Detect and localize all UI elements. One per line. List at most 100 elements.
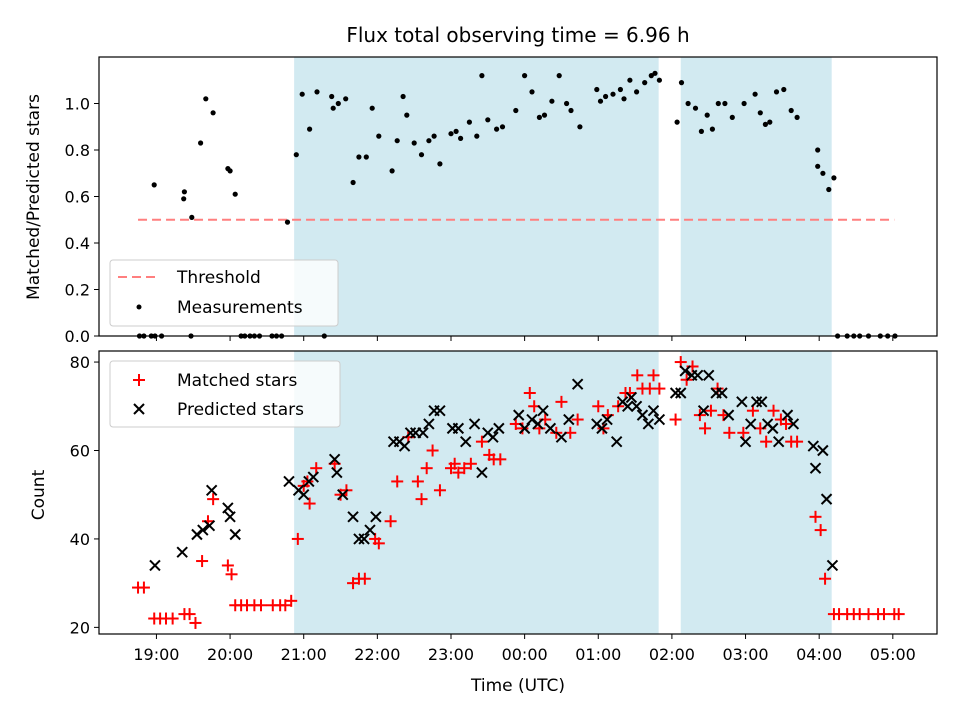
- matched-star-point: [809, 510, 822, 523]
- matched-star-point: [494, 453, 507, 466]
- predicted-star-point: [434, 404, 446, 417]
- predicted-star-point: [739, 435, 752, 448]
- predicted-star-point: [826, 559, 839, 572]
- predicted-star-point: [622, 400, 634, 412]
- matched-star-point: [372, 537, 385, 550]
- bottom-y-tick-label: 20: [70, 618, 90, 637]
- matched-star-point: [767, 404, 780, 417]
- measurement-point: [232, 191, 238, 197]
- measurement-point: [411, 140, 417, 146]
- measurement-point: [741, 100, 747, 107]
- measurement-point: [293, 152, 299, 158]
- measurement-point: [363, 154, 369, 160]
- matched-star-point: [391, 475, 404, 488]
- top-y-tick-label: 0.4: [65, 234, 90, 253]
- predicted-star-point: [679, 365, 691, 377]
- matched-star-point: [699, 422, 712, 435]
- measurement-point: [652, 70, 658, 76]
- measurement-point: [820, 170, 826, 176]
- matched-star-point: [458, 462, 471, 475]
- measurement-point: [634, 89, 640, 95]
- matched-star-point: [426, 444, 439, 457]
- predicted-star-point: [642, 418, 655, 430]
- legend-matched-label: Matched stars: [177, 371, 297, 391]
- chart-title: Flux total observing time = 6.96 h: [346, 23, 689, 47]
- matched-star-point: [631, 369, 644, 382]
- bottom-x-tick-label: 19:00: [133, 645, 179, 664]
- bottom-y-tick-label: 60: [70, 441, 90, 460]
- bottom-x-axis-label: Time (UTC): [470, 676, 565, 696]
- measurement-point: [656, 77, 663, 83]
- predicted-star-point: [636, 409, 649, 421]
- bottom-x-tick-label: 22:00: [354, 645, 400, 664]
- predicted-star-point: [347, 511, 359, 523]
- measurement-point: [189, 214, 195, 220]
- matched-star-point: [723, 426, 736, 439]
- bottom-y-axis-label: Count: [29, 469, 49, 520]
- top-y-tick-label: 1.0: [65, 95, 90, 114]
- predicted-star-point: [820, 493, 833, 505]
- predicted-star-point: [283, 475, 295, 488]
- bottom-x-tick-label: 21:00: [281, 645, 327, 664]
- matched-star-point: [384, 515, 397, 528]
- predicted-star-point: [809, 462, 822, 474]
- matched-star-point: [647, 369, 660, 382]
- predicted-star-point: [767, 422, 779, 435]
- predicted-star-point: [364, 524, 376, 536]
- predicted-star-point: [452, 422, 465, 435]
- bottom-shaded-region-2: [680, 351, 832, 634]
- predicted-star-point: [353, 533, 365, 545]
- predicted-star-point: [398, 440, 411, 452]
- predicted-star-point: [476, 466, 488, 479]
- predicted-star-point: [653, 413, 666, 426]
- measurement-point: [210, 110, 216, 116]
- measurement-point: [389, 168, 395, 174]
- measurement-point: [762, 121, 769, 127]
- matched-star-point: [448, 457, 461, 470]
- bottom-x-tick-label: 20:00: [207, 645, 253, 664]
- measurement-point: [494, 126, 500, 132]
- top-y-tick-label: 0.6: [65, 188, 90, 207]
- matched-star-point: [571, 413, 584, 426]
- top-plot-frame: [98, 56, 938, 337]
- matched-star-point: [225, 568, 238, 581]
- measurement-point: [536, 114, 543, 120]
- bottom-x-axis-ticks: 19:00 20:00 21:00 22:00 23:00 00:00 01:00 02:00…: [133, 634, 916, 664]
- measurement-point: [752, 91, 758, 97]
- bottom-y-tick-label: 40: [70, 530, 90, 549]
- measurement-point: [485, 117, 491, 123]
- measurement-point: [474, 133, 480, 139]
- measurement-point: [564, 100, 570, 107]
- matched-star-point: [516, 422, 529, 435]
- predicted-star-point: [487, 431, 499, 443]
- top-legend: Threshold Measurements: [109, 259, 339, 327]
- predicted-star-point: [229, 528, 241, 541]
- measurements-layer: [136, 70, 898, 339]
- measurement-point: [418, 152, 425, 158]
- measurement-point: [556, 73, 562, 79]
- measurement-point: [284, 219, 291, 225]
- measurement-point: [437, 161, 443, 167]
- predicted-star-point: [191, 528, 203, 541]
- predicted-star-point: [358, 533, 370, 545]
- measurement-point: [729, 114, 735, 120]
- matched-star-point: [791, 435, 804, 448]
- measurement-point: [426, 138, 432, 144]
- bottom-shaded-region-1: [294, 351, 659, 634]
- predicted-star-point: [756, 396, 768, 408]
- predicted-star-point: [744, 418, 757, 430]
- measurement-point: [704, 112, 710, 118]
- measurement-point: [181, 189, 187, 195]
- predicted-star-point: [149, 559, 161, 572]
- predicted-star-point: [337, 489, 349, 501]
- measurement-point: [610, 91, 616, 97]
- predicted-star-point: [532, 418, 544, 430]
- matched-star-point: [523, 387, 536, 400]
- top-shaded-region-2: [680, 57, 832, 336]
- predicted-star-point: [563, 413, 575, 426]
- predicted-star-point: [610, 435, 623, 448]
- measurement-point: [181, 196, 187, 202]
- measurement-point: [709, 126, 716, 132]
- measurement-point: [678, 80, 685, 86]
- bottom-legend: Matched stars Predicted stars: [109, 360, 341, 428]
